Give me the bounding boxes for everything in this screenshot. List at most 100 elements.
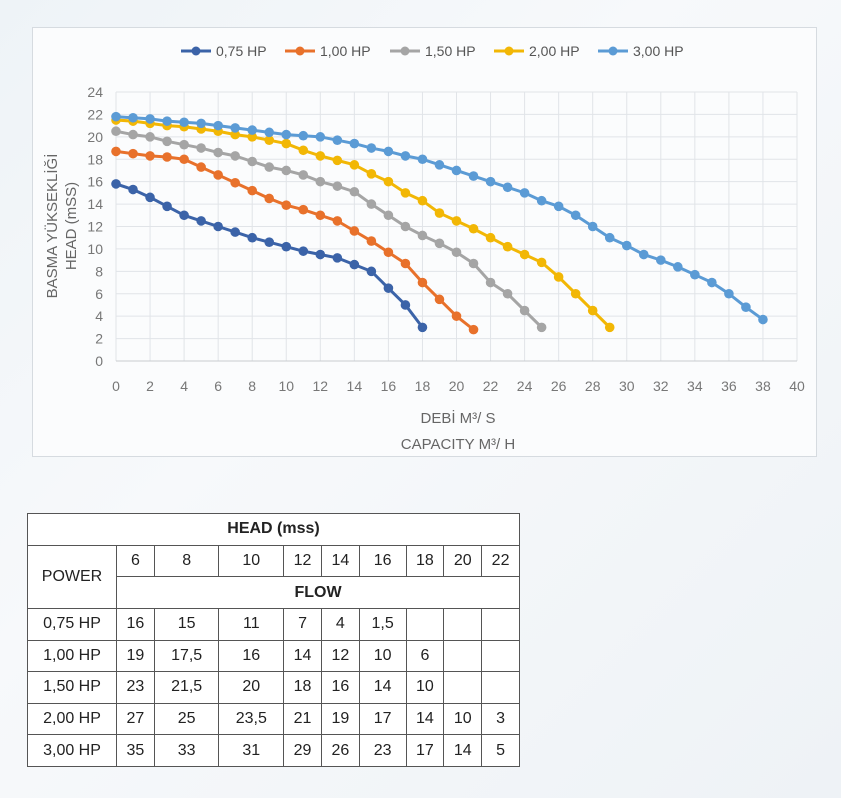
- data-point: [179, 154, 189, 165]
- x-tick-label: 24: [517, 378, 533, 394]
- flow-cell: 19: [320, 702, 360, 736]
- data-point: [383, 283, 394, 293]
- power-cell: 2,00 HP: [27, 702, 117, 736]
- x-tick-label: 8: [248, 378, 256, 394]
- data-point: [230, 123, 240, 133]
- series-line: [115, 118, 611, 329]
- data-point: [213, 221, 223, 232]
- head-value-cell: 6: [116, 544, 155, 578]
- data-point: [230, 227, 240, 237]
- data-point: [553, 272, 564, 282]
- data-point: [758, 314, 768, 325]
- data-point: [485, 232, 496, 243]
- power-cell: 3,00 HP: [27, 734, 117, 767]
- y-axis-title: HEAD (mSS): [63, 182, 80, 270]
- data-point: [604, 322, 615, 333]
- data-point: [196, 162, 206, 172]
- flow-cell: 16: [218, 639, 285, 673]
- data-point: [162, 136, 172, 147]
- x-tick-label: 12: [313, 378, 329, 394]
- data-point: [298, 170, 309, 180]
- data-point: [536, 257, 547, 268]
- table-title: HEAD (mss): [27, 513, 520, 546]
- power-cell: 1,00 HP: [27, 639, 117, 673]
- y-axis-title: BASMA YÜKSEKLİĞİ: [43, 154, 61, 299]
- data-point: [349, 186, 360, 197]
- y-tick-label: 0: [95, 353, 103, 369]
- flow-label-row: FLOW: [28, 576, 520, 609]
- flow-cell: 7: [283, 607, 322, 641]
- data-point: [111, 111, 121, 122]
- flow-cell: 14: [405, 702, 445, 736]
- flow-cell: 14: [443, 734, 483, 767]
- flow-cell: 27: [116, 702, 155, 736]
- data-point: [638, 249, 649, 260]
- data-point: [128, 112, 138, 123]
- x-tick-label: 16: [381, 378, 397, 394]
- head-value-cell: 18: [405, 544, 445, 578]
- data-point: [162, 201, 172, 212]
- table-row: 0,75 HP 16 15 11 7 4 1,5: [27, 607, 520, 641]
- data-point: [315, 176, 326, 187]
- flow-cell: 12: [320, 639, 360, 673]
- flow-cell: 31: [218, 734, 285, 767]
- x-tick-label: 18: [415, 378, 431, 394]
- data-point: [724, 288, 734, 299]
- legend-marker: [608, 46, 618, 56]
- flow-header: FLOW: [116, 576, 520, 609]
- flow-cell: 20: [218, 671, 285, 704]
- data-point: [213, 170, 223, 180]
- data-point: [332, 253, 343, 263]
- data-point: [332, 135, 343, 145]
- data-point: [128, 184, 138, 195]
- y-tick-label: 12: [87, 219, 103, 235]
- flow-cell: 1,5: [358, 607, 407, 641]
- y-tick-label: 20: [87, 129, 103, 145]
- data-point: [502, 288, 513, 299]
- data-point: [707, 277, 717, 288]
- flow-cell: 15: [153, 607, 220, 641]
- data-point: [468, 171, 479, 181]
- data-point: [162, 116, 172, 126]
- head-value-cell: 16: [358, 544, 407, 578]
- data-point: [502, 182, 513, 193]
- data-point: [485, 176, 496, 187]
- x-tick-label: 14: [347, 378, 363, 394]
- data-point: [383, 176, 394, 187]
- data-point: [247, 125, 257, 135]
- flow-cell: 16: [320, 671, 360, 704]
- head-value-cell: 12: [283, 544, 322, 578]
- data-point: [298, 145, 309, 156]
- data-point: [162, 152, 172, 162]
- data-point: [281, 165, 292, 176]
- x-tick-label: 4: [180, 378, 188, 394]
- x-tick-label: 40: [789, 378, 805, 394]
- flow-cell: 29: [283, 734, 322, 767]
- power-cell: 0,75 HP: [27, 607, 117, 641]
- flow-cell: 17: [358, 702, 407, 736]
- x-tick-label: 26: [551, 378, 567, 394]
- data-point: [536, 322, 547, 333]
- data-point: [281, 241, 292, 252]
- data-point: [315, 132, 326, 142]
- table-row: 3,00 HP 35 33 31 29 26 23 17 14 5: [27, 734, 520, 767]
- data-point: [570, 288, 581, 299]
- data-point: [230, 151, 240, 161]
- flow-cell: 10: [443, 702, 483, 736]
- data-point: [366, 236, 377, 246]
- table-row: 1,50 HP 23 21,5 20 18 16 14 10: [27, 671, 520, 704]
- data-point: [468, 223, 479, 234]
- data-point: [604, 232, 615, 243]
- data-point: [145, 151, 155, 161]
- x-tick-label: 30: [619, 378, 635, 394]
- data-point: [656, 255, 666, 265]
- data-point: [230, 177, 240, 188]
- x-tick-label: 0: [112, 378, 120, 394]
- data-point: [247, 132, 257, 142]
- data-point: [349, 138, 360, 149]
- flow-cell: 35: [116, 734, 155, 767]
- data-point: [196, 216, 206, 226]
- flow-cell: 23: [116, 671, 155, 704]
- data-point: [349, 259, 360, 270]
- data-point: [298, 246, 309, 256]
